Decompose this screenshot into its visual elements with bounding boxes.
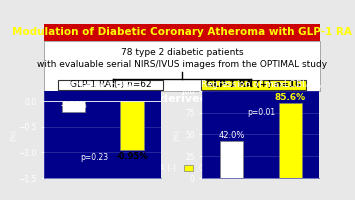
Bar (279, 103, 302, 178)
Text: p=0.23: p=0.23 (80, 153, 108, 162)
Text: p=0.01: p=0.01 (247, 108, 275, 117)
Legend: GLP-1 RA (-), GLP-1 RA (+): GLP-1 RA (-), GLP-1 RA (+) (112, 161, 252, 176)
Text: 85.6%: 85.6% (275, 93, 306, 102)
FancyBboxPatch shape (44, 24, 320, 41)
Bar (120, 101, 144, 150)
Title: Regression of maxLCBI$_{4mm}$: Regression of maxLCBI$_{4mm}$ (200, 78, 322, 91)
FancyBboxPatch shape (201, 80, 306, 90)
Text: -0.95%: -0.95% (116, 152, 148, 161)
Text: Modulation of Diabetic Coronary Atheroma with GLP-1 RA: Modulation of Diabetic Coronary Atheroma… (12, 27, 352, 37)
FancyBboxPatch shape (44, 41, 320, 91)
Text: NIRS/IVUS-derived Measures: NIRS/IVUS-derived Measures (92, 94, 272, 104)
Bar (220, 141, 244, 178)
Title: Change in PAV: Change in PAV (70, 81, 136, 90)
Text: GLP-1 RA (-) n=62: GLP-1 RA (-) n=62 (70, 80, 151, 89)
Text: -0.22%: -0.22% (60, 101, 87, 110)
Text: 42.0%: 42.0% (219, 131, 245, 140)
Text: 78 type 2 diabetic patients: 78 type 2 diabetic patients (121, 48, 243, 57)
Text: with evaluable serial NIRS/IVUS images from the OPTIMAL study: with evaluable serial NIRS/IVUS images f… (37, 60, 327, 69)
Text: GLP-1 RA (+) n=16: GLP-1 RA (+) n=16 (206, 80, 301, 89)
Y-axis label: (%): (%) (173, 128, 179, 141)
Bar (62, 101, 85, 112)
FancyBboxPatch shape (58, 80, 163, 90)
Y-axis label: (%): (%) (10, 128, 17, 141)
